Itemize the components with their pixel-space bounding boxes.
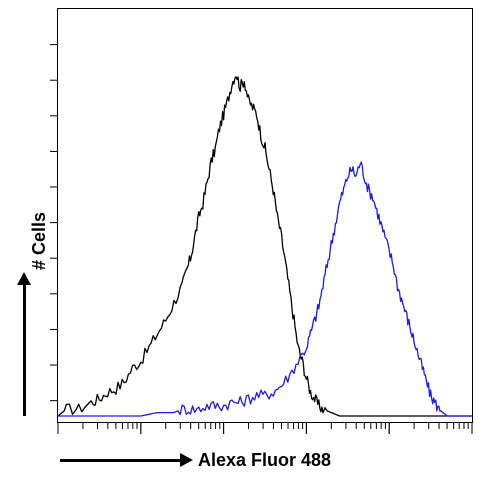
control-histogram-line — [57, 76, 472, 417]
x-axis-arrow-head — [180, 453, 193, 467]
series-layer — [57, 76, 472, 417]
x-axis-ticks — [57, 422, 473, 434]
y-axis-arrow-head — [17, 272, 31, 285]
stained-histogram-line — [58, 161, 472, 417]
x-axis-label: Alexa Fluor 488 — [198, 449, 332, 470]
y-axis-ticks — [50, 44, 58, 402]
x-axis-arrow-shaft — [60, 458, 180, 462]
x-axis-label-group: Alexa Fluor 488 — [60, 448, 331, 472]
plot-frame — [57, 8, 473, 423]
y-axis-label: # Cells — [29, 211, 49, 270]
y-axis-arrow-shaft — [23, 284, 26, 416]
